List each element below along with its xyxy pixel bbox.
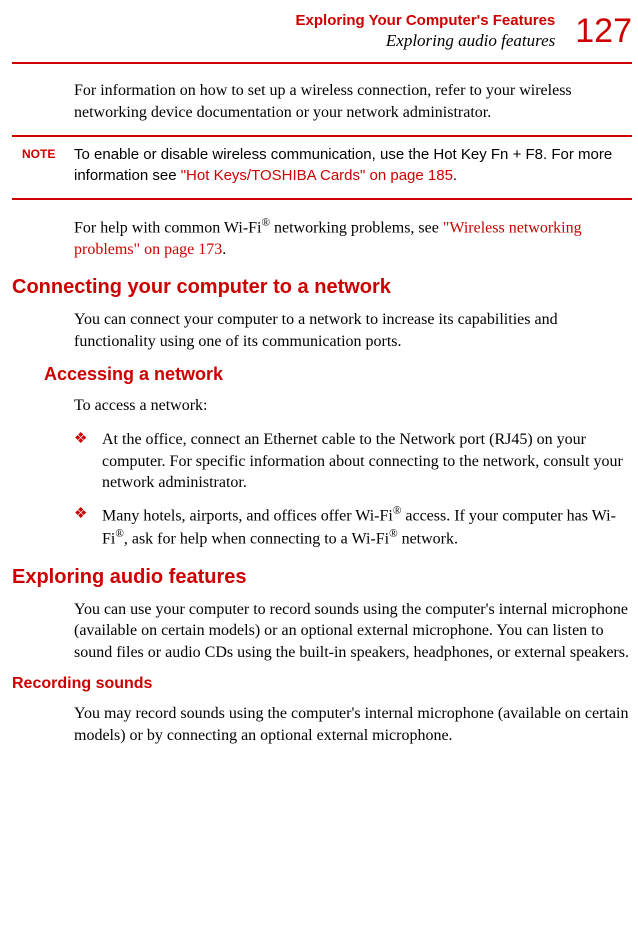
reg-mark: ® <box>115 528 124 540</box>
header-rule <box>12 62 632 64</box>
wifi-help-paragraph: For help with common Wi-Fi® networking p… <box>74 216 632 261</box>
heading-recording: Recording sounds <box>12 675 632 693</box>
li2-mid2: , ask for help when connecting to a Wi-F… <box>124 530 389 547</box>
note-label: NOTE <box>12 145 74 186</box>
wifi-post: . <box>222 241 226 258</box>
note-text: To enable or disable wireless communicat… <box>74 145 632 186</box>
chapter-title: Exploring Your Computer's Features <box>12 12 555 30</box>
page-number: 127 <box>575 12 632 48</box>
wifi-mid: networking problems, see <box>270 219 443 236</box>
page-content: For information on how to set up a wirel… <box>12 80 632 747</box>
list-item: Many hotels, airports, and offices offer… <box>74 504 632 550</box>
heading-accessing: Accessing a network <box>44 364 632 385</box>
heading-audio: Exploring audio features <box>12 566 632 589</box>
wifi-pre: For help with common Wi-Fi <box>74 219 262 236</box>
access-list: At the office, connect an Ethernet cable… <box>74 429 632 550</box>
header-titles: Exploring Your Computer's Features Explo… <box>12 12 575 52</box>
li2-post: network. <box>398 530 458 547</box>
reg-mark: ® <box>262 217 271 229</box>
reg-mark: ® <box>389 528 398 540</box>
note-block: NOTE To enable or disable wireless commu… <box>12 135 632 200</box>
note-post: . <box>453 167 457 184</box>
note-bottom-rule <box>12 198 632 200</box>
page-header: Exploring Your Computer's Features Explo… <box>12 12 632 52</box>
access-intro: To access a network: <box>74 395 632 417</box>
note-link[interactable]: "Hot Keys/TOSHIBA Cards" on page 185 <box>181 167 453 184</box>
note-pre: To enable or disable wireless communicat… <box>74 146 491 163</box>
connect-paragraph: You can connect your computer to a netwo… <box>74 309 632 352</box>
li2-pre: Many hotels, airports, and offices offer… <box>102 507 393 524</box>
header-section: Exploring audio features <box>12 30 555 52</box>
note-key: Fn + F8 <box>491 146 543 163</box>
heading-connecting: Connecting your computer to a network <box>12 276 632 299</box>
list-item-text: At the office, connect an Ethernet cable… <box>102 431 623 491</box>
recording-paragraph: You may record sounds using the computer… <box>74 703 632 746</box>
audio-paragraph: You can use your computer to record soun… <box>74 599 632 664</box>
list-item: At the office, connect an Ethernet cable… <box>74 429 632 494</box>
intro-paragraph: For information on how to set up a wirel… <box>74 80 632 123</box>
